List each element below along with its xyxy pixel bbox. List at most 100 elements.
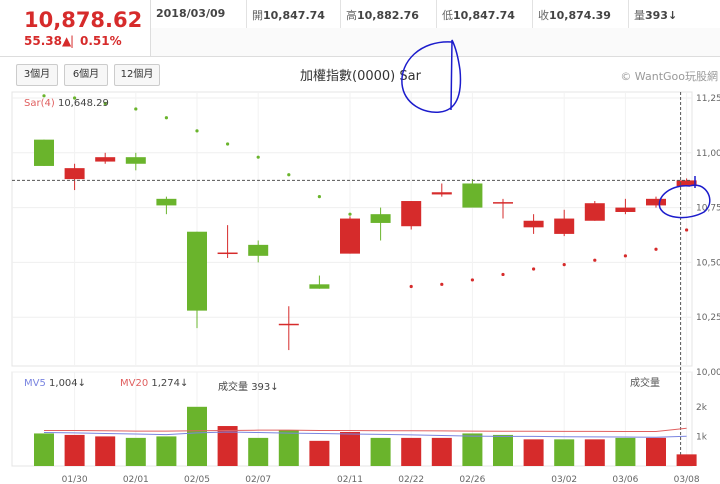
sar-point (409, 284, 413, 289)
price-tick-label: 10,500 (696, 258, 720, 268)
date-tick-label: 02/11 (337, 475, 363, 484)
volume-bar (523, 439, 544, 466)
sar-legend-value: 10,648.29 (57, 98, 109, 109)
date-tick-label: 03/06 (612, 475, 638, 484)
sar-point (623, 254, 628, 258)
candle-body (462, 183, 483, 208)
mv5-legend: MV5 1,004↓ (24, 378, 86, 389)
candle-body (493, 202, 513, 204)
date-tick-label: 03/02 (551, 475, 577, 484)
divider (436, 0, 437, 28)
range-12m-button[interactable]: 12個月 (114, 64, 160, 86)
low-value: 10,847.74 (453, 9, 515, 22)
price-panel-frame (11, 91, 693, 367)
volume-panel-label: 成交量 (630, 378, 660, 389)
volume-bar (493, 434, 513, 466)
divider (628, 0, 629, 28)
sar-point (73, 96, 77, 100)
sar-point (256, 155, 260, 159)
date-tick-label: 02/05 (184, 475, 210, 484)
quote-date: 2018/03/09 (156, 7, 226, 20)
candle-body (340, 218, 360, 254)
candle-body (676, 180, 697, 187)
open-value: 10,847.74 (263, 9, 325, 22)
date-tick-label: 01/30 (62, 475, 88, 484)
high-value: 10,882.76 (357, 9, 419, 22)
volume-bar (554, 439, 575, 466)
mv20-line (44, 427, 687, 433)
volume-bar (34, 433, 54, 466)
volume-bar (125, 437, 146, 466)
volume-bar (278, 430, 299, 466)
quote-high: 高10,882.76 (346, 7, 419, 23)
volume-bar (64, 434, 85, 466)
price-change-pct: 0.51% (80, 34, 122, 48)
candle-body (278, 323, 299, 326)
mv20-legend: MV20 1,274↓ (120, 378, 188, 389)
range-6m-button[interactable]: 6個月 (64, 64, 108, 86)
quote-low: 低10,847.74 (442, 7, 515, 23)
low-label: 低 (442, 9, 453, 22)
volume-bar (340, 431, 360, 466)
volume-bar (401, 437, 422, 466)
date-tick-label: 02/07 (245, 475, 271, 484)
sar-point (532, 267, 536, 271)
candle-body (64, 168, 85, 180)
volume-bar (646, 437, 666, 466)
vol-key: 成交量 (218, 382, 248, 393)
price-change: 55.38▲ (24, 34, 72, 48)
volume-bar (217, 426, 238, 466)
sar-point (440, 282, 444, 286)
quote-volume: 量393↓ (634, 7, 677, 23)
volume-tick-label: 2k (696, 403, 708, 413)
candle-body (554, 218, 575, 234)
price-tick-label: 11,250 (696, 94, 720, 104)
sar-point (287, 173, 291, 177)
high-label: 高 (346, 9, 357, 22)
candle-body (187, 231, 207, 311)
candle-body (431, 192, 452, 195)
sar-legend: Sar(4) 10,648.29 (24, 98, 109, 109)
close-value: 10,874.39 (549, 9, 611, 22)
mv20-key: MV20 (120, 378, 149, 389)
vol-legend-value: 393↓ (251, 382, 279, 393)
volume-bar (431, 437, 452, 466)
sar-point (470, 278, 474, 282)
sar-point (593, 258, 597, 262)
date-tick-label: 02/01 (123, 475, 149, 484)
sar-point (103, 101, 107, 106)
candle-body (156, 198, 177, 206)
sar-point (42, 94, 46, 98)
quote-open: 開10,847.74 (252, 7, 325, 23)
candle-body (401, 201, 422, 227)
price-tick-label: 11,000 (696, 149, 720, 159)
price-tick-label: 10,750 (696, 204, 720, 214)
candle-body (95, 157, 116, 162)
volume-value: 393↓ (645, 9, 678, 22)
chart-title: 加權指數(0000) Sar (300, 69, 421, 84)
sar-point (164, 116, 168, 120)
sar-point (226, 142, 230, 146)
candle-body (523, 220, 544, 228)
open-label: 開 (252, 9, 263, 22)
last-price: 10,878.62 (24, 8, 143, 32)
candle-body (646, 198, 666, 206)
volume-bar (584, 439, 605, 466)
range-3m-button[interactable]: 3個月 (16, 64, 58, 86)
sar-point (685, 228, 689, 232)
mv5-line (43, 431, 687, 438)
candle-body (248, 244, 269, 256)
volume-bar (248, 437, 269, 466)
sar-point (501, 272, 505, 277)
candle-body (125, 157, 146, 164)
divider (246, 0, 247, 28)
volume-bar (676, 454, 697, 466)
vol-legend: 成交量 393↓ (218, 378, 279, 393)
price-tick-label: 10,000 (696, 368, 720, 378)
date-tick-label: 02/26 (459, 475, 485, 484)
volume-bar (95, 436, 116, 466)
volume-bar (615, 437, 636, 466)
date-tick-label: 02/22 (398, 475, 424, 484)
sar-point (562, 262, 566, 267)
